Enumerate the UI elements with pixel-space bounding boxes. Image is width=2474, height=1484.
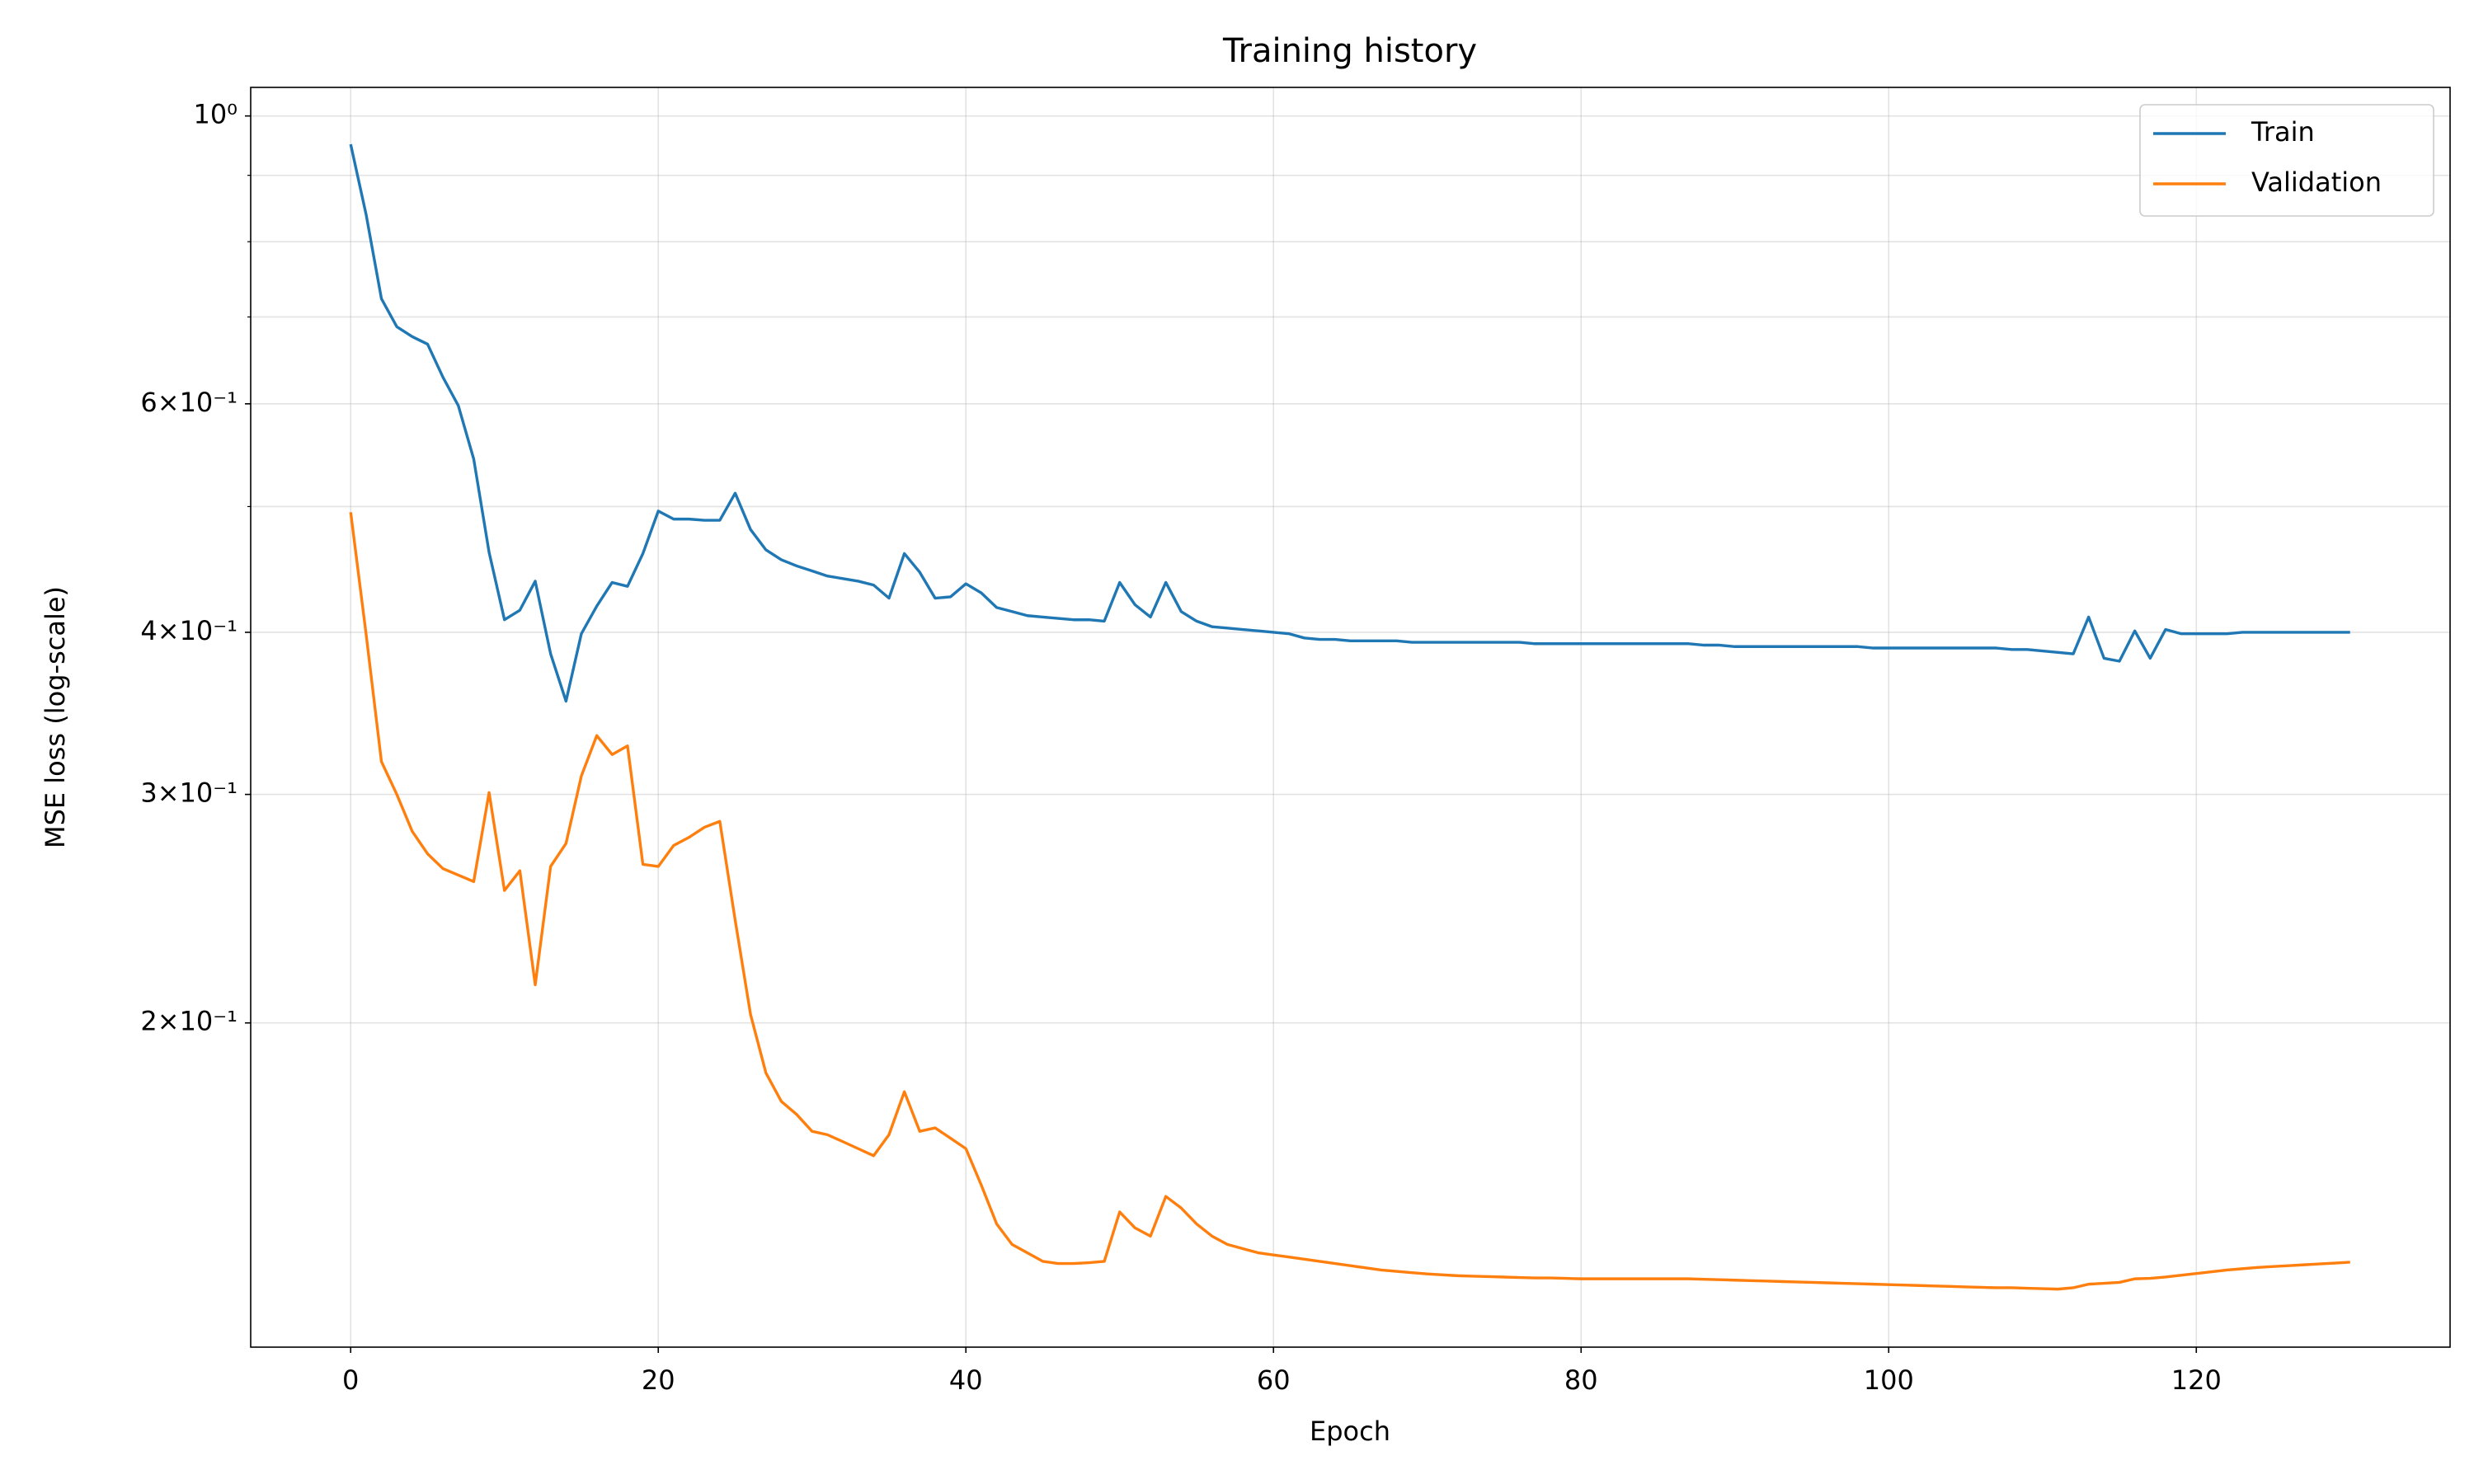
x-tick-label: 60 xyxy=(1257,1364,1291,1396)
plot-frame xyxy=(250,87,2451,1348)
series-line xyxy=(349,143,2350,703)
y-tick-label: 6×10⁻¹ xyxy=(140,387,238,418)
x-tick-label: 80 xyxy=(1564,1364,1598,1396)
y-tick-label: 3×10⁻¹ xyxy=(140,777,238,809)
x-tick-label: 0 xyxy=(342,1364,359,1396)
y-tick-label: 10⁰ xyxy=(193,99,238,130)
legend-label: Train xyxy=(2251,116,2315,148)
legend-label: Validation xyxy=(2251,167,2382,198)
x-axis-label: Epoch xyxy=(1310,1416,1390,1447)
grid xyxy=(251,87,2450,1347)
series-line xyxy=(349,512,2350,1291)
x-tick-label: 20 xyxy=(642,1364,675,1396)
x-tick-label: 120 xyxy=(2171,1364,2222,1396)
legend: Train Validation xyxy=(2139,104,2434,217)
y-tick-label: 4×10⁻¹ xyxy=(140,615,238,646)
x-tick-label: 40 xyxy=(949,1364,983,1396)
y-tick-label: 2×10⁻¹ xyxy=(140,1006,238,1037)
y-axis-label: MSE loss (log-scale) xyxy=(40,586,71,848)
chart-title: Training history xyxy=(1222,32,1477,70)
x-tick-label: 100 xyxy=(1864,1364,1914,1396)
